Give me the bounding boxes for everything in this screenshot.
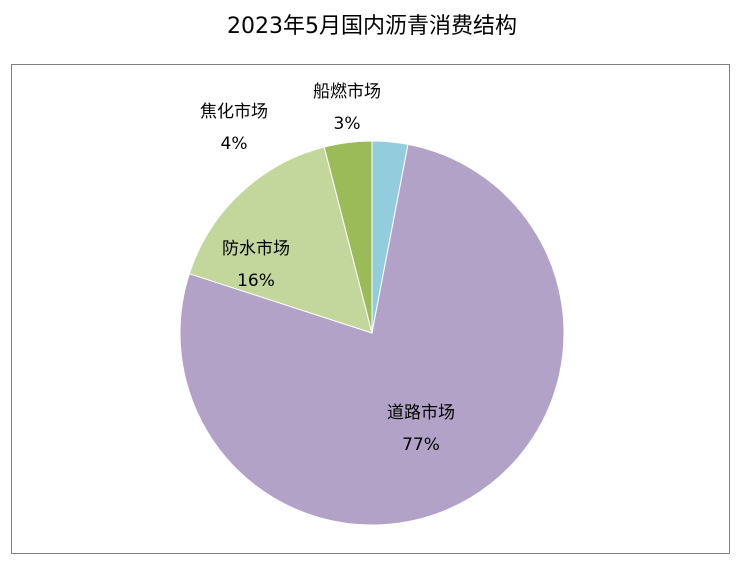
slice-label-2: 防水市场 <box>222 239 290 259</box>
slice-label-1: 道路市场 <box>387 403 455 423</box>
slice-value-0: 3% <box>334 114 361 134</box>
slice-value-1: 77% <box>402 435 440 455</box>
slice-label-0: 船燃市场 <box>313 82 381 102</box>
chart-title: 2023年5月国内沥青消费结构 <box>227 14 517 39</box>
chart-frame <box>11 64 730 554</box>
slice-value-2: 16% <box>237 271 275 291</box>
pie-slices <box>179 140 565 526</box>
slice-label-3: 焦化市场 <box>200 102 268 122</box>
pie-slice-1 <box>179 143 565 526</box>
pie-slice-2 <box>188 146 373 334</box>
pie-slice-3 <box>323 140 373 334</box>
pie-labels: 船燃市场 3% 道路市场 77% 防水市场 16% 焦化市场 4% <box>200 82 455 455</box>
slice-value-3: 4% <box>221 134 248 154</box>
